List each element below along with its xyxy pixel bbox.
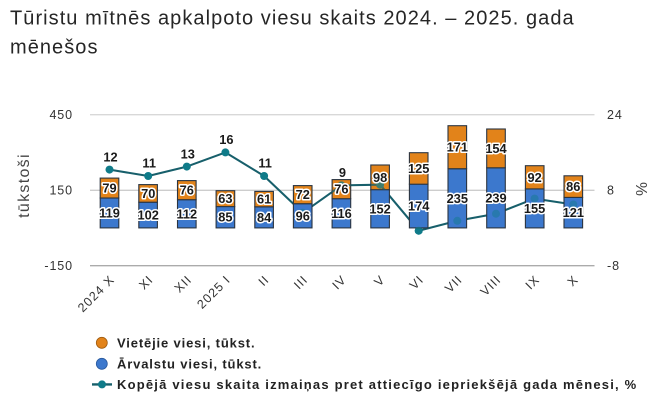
svg-text:72: 72 xyxy=(296,187,310,202)
svg-text:13: 13 xyxy=(181,146,195,161)
svg-text:116: 116 xyxy=(331,206,352,221)
svg-text:119: 119 xyxy=(99,205,120,220)
svg-text:11: 11 xyxy=(258,156,272,171)
svg-text:61: 61 xyxy=(257,192,271,207)
svg-text:121: 121 xyxy=(563,205,584,220)
svg-text:9: 9 xyxy=(339,165,346,180)
svg-text:235: 235 xyxy=(447,191,468,206)
svg-text:174: 174 xyxy=(408,199,430,214)
svg-text:239: 239 xyxy=(485,190,506,205)
svg-text:12: 12 xyxy=(103,149,117,164)
svg-text:102: 102 xyxy=(138,208,159,223)
svg-text:76: 76 xyxy=(334,182,348,197)
svg-text:125: 125 xyxy=(408,161,429,176)
svg-text:112: 112 xyxy=(176,206,197,221)
svg-text:86: 86 xyxy=(566,179,580,194)
svg-text:8: 8 xyxy=(607,184,615,198)
svg-text:63: 63 xyxy=(218,191,232,206)
svg-text:16: 16 xyxy=(219,132,233,147)
svg-text:92: 92 xyxy=(527,170,541,185)
svg-text:171: 171 xyxy=(447,140,468,155)
svg-text:154: 154 xyxy=(485,141,507,156)
svg-text:79: 79 xyxy=(102,181,116,196)
svg-text:96: 96 xyxy=(296,208,310,223)
svg-text:Ārvalstu viesi, tūkst.: Ārvalstu viesi, tūkst. xyxy=(117,356,262,371)
svg-text:24: 24 xyxy=(607,108,623,122)
svg-text:98: 98 xyxy=(373,170,387,185)
svg-text:155: 155 xyxy=(524,201,545,216)
svg-text:tūkstoši: tūkstoši xyxy=(16,153,33,218)
svg-text:150: 150 xyxy=(49,184,73,198)
svg-text:70: 70 xyxy=(141,186,155,201)
svg-text:-150: -150 xyxy=(44,259,73,273)
svg-text:%: % xyxy=(634,182,651,196)
svg-text:84: 84 xyxy=(257,210,272,225)
svg-text:450: 450 xyxy=(49,108,73,122)
svg-text:85: 85 xyxy=(218,210,232,225)
svg-text:mēnešos: mēnešos xyxy=(10,37,99,59)
svg-text:-8: -8 xyxy=(607,259,620,273)
svg-text:76: 76 xyxy=(180,183,194,198)
svg-text:Kopējā viesu skaita izmaiņas p: Kopējā viesu skaita izmaiņas pret attiec… xyxy=(117,377,637,392)
svg-text:Vietējie viesi, tūkst.: Vietējie viesi, tūkst. xyxy=(117,335,255,350)
svg-text:11: 11 xyxy=(142,156,156,171)
svg-text:152: 152 xyxy=(369,201,390,216)
svg-text:Tūristu mītnēs apkalpoto viesu: Tūristu mītnēs apkalpoto viesu skaits 20… xyxy=(10,8,575,30)
